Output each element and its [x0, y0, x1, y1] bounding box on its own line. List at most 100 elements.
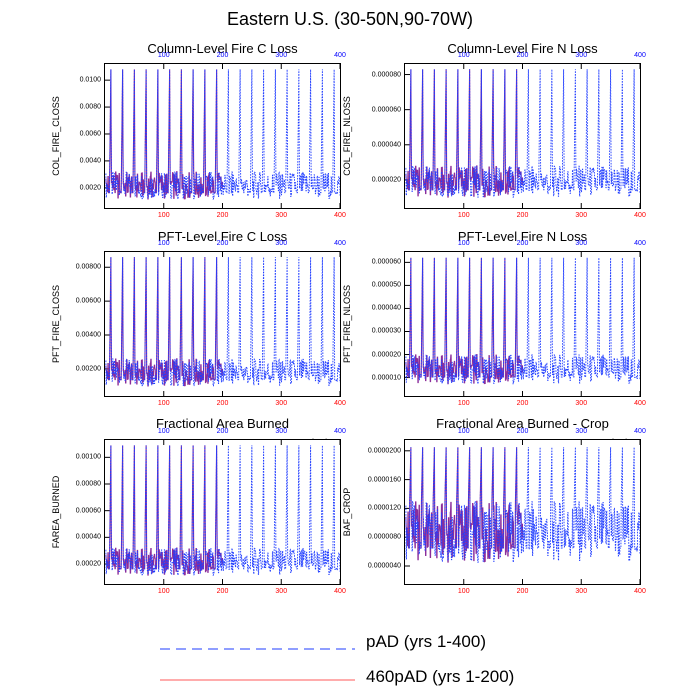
legend-label-460pad: 460pAD (yrs 1-200): [366, 667, 515, 686]
x-tick-label-top: 100: [457, 240, 470, 247]
y-tick-label: 0.0000200: [367, 447, 401, 455]
y-tick-label: 0.000080: [371, 71, 401, 79]
plot-area: [105, 64, 340, 208]
panel-title: PFT-Level Fire N Loss: [457, 229, 588, 244]
y-tick-label: 0.000040: [371, 141, 401, 149]
x-tick-label-bottom: 400: [334, 212, 346, 219]
series-pad-line: [405, 69, 640, 198]
x-tick-label-bottom: 300: [575, 212, 588, 219]
x-tick-label-top: 100: [457, 428, 470, 435]
panel-5: [104, 439, 341, 585]
y-axis-label: FAREA_BURNED: [51, 475, 61, 549]
y-axis-label: COL_FIRE_NLOSS: [342, 96, 352, 176]
x-tick-label-top: 300: [575, 240, 588, 247]
panel-title: PFT-Level Fire C Loss: [157, 229, 288, 244]
x-tick-label-bottom: 100: [157, 400, 170, 407]
y-tick-label: 0.000040: [371, 304, 401, 312]
y-tick-label: 0.00100: [75, 453, 101, 461]
plot-area: [405, 440, 640, 584]
panel-4: [404, 251, 641, 397]
x-tick-label-bottom: 100: [157, 588, 170, 595]
x-tick-label-top: 300: [275, 240, 288, 247]
x-tick-label-bottom: 400: [634, 212, 646, 219]
plot-area: [405, 64, 640, 208]
legend-item-460pad: 460pAD (yrs 1-200): [160, 667, 540, 691]
x-tick-label-bottom: 300: [275, 400, 288, 407]
figure-title: Eastern U.S. (30-50N,90-70W): [226, 9, 474, 29]
series-pad-line: [105, 69, 340, 200]
x-tick-label-top: 100: [457, 52, 470, 59]
y-tick-label: 0.00400: [75, 331, 101, 339]
x-tick-label-bottom: 400: [334, 588, 346, 595]
x-tick-label-bottom: 300: [275, 212, 288, 219]
y-tick-label: 0.0000040: [367, 562, 401, 570]
x-tick-label-top: 400: [334, 52, 346, 59]
y-tick-label: 0.00800: [75, 263, 101, 271]
x-tick-label-top: 400: [634, 428, 646, 435]
x-tick-label-top: 400: [634, 240, 646, 247]
y-tick-label: 0.000020: [371, 176, 401, 184]
x-tick-label-top: 100: [157, 428, 170, 435]
panel-2: [404, 63, 641, 209]
y-tick-label: 0.00040: [75, 533, 101, 541]
plot-area: [105, 252, 340, 396]
y-tick-label: 0.000010: [371, 374, 401, 382]
x-tick-label-top: 100: [157, 240, 170, 247]
x-tick-label-bottom: 200: [516, 588, 529, 595]
panel-title: Column-Level Fire N Loss: [447, 41, 598, 56]
x-tick-label-bottom: 400: [634, 400, 646, 407]
y-tick-label: 0.000050: [371, 281, 401, 289]
x-tick-label-top: 300: [275, 52, 288, 59]
y-tick-label: 0.0020: [79, 184, 101, 192]
x-tick-label-bottom: 200: [516, 400, 529, 407]
y-axis-label: PFT_FIRE_NLOSS: [342, 284, 352, 364]
y-tick-label: 0.0060: [79, 130, 101, 138]
legend-line-dashed: [160, 648, 355, 650]
panel-title: Column-Level Fire C Loss: [147, 41, 298, 56]
x-tick-label-top: 400: [334, 428, 346, 435]
x-tick-label-top: 300: [275, 428, 288, 435]
x-tick-label-top: 200: [216, 428, 229, 435]
x-tick-label-top: 200: [516, 240, 529, 247]
y-tick-label: 0.000060: [371, 106, 401, 114]
y-tick-label: 0.00080: [75, 480, 101, 488]
plot-area: [105, 440, 340, 584]
x-tick-label-top: 300: [575, 428, 588, 435]
legend-item-pad: pAD (yrs 1-400): [160, 632, 540, 656]
x-tick-label-bottom: 100: [457, 400, 470, 407]
x-tick-label-bottom: 300: [575, 400, 588, 407]
x-tick-label-bottom: 300: [275, 588, 288, 595]
y-axis-label: COL_FIRE_CLOSS: [51, 96, 61, 176]
y-tick-label: 0.0000160: [367, 476, 401, 484]
y-axis-label: BAF_CROP: [342, 487, 352, 537]
y-tick-label: 0.00020: [75, 560, 101, 568]
series-pad-line: [105, 445, 340, 576]
x-tick-label-top: 400: [334, 240, 346, 247]
panel-title: Fractional Area Burned - Crop: [436, 416, 609, 431]
x-tick-label-top: 300: [575, 52, 588, 59]
y-tick-label: 0.0100: [79, 76, 101, 84]
x-tick-label-bottom: 100: [457, 588, 470, 595]
y-tick-label: 0.000060: [371, 258, 401, 266]
y-tick-label: 0.00600: [75, 297, 101, 305]
x-tick-label-bottom: 300: [575, 588, 588, 595]
panel-title: Fractional Area Burned: [156, 416, 289, 431]
x-tick-label-bottom: 400: [334, 400, 346, 407]
panel-1: [104, 63, 341, 209]
y-tick-label: 0.00200: [75, 365, 101, 373]
x-tick-label-bottom: 200: [516, 212, 529, 219]
series-pad-line: [405, 257, 640, 385]
series-pad-line: [105, 257, 340, 387]
x-tick-label-top: 200: [216, 52, 229, 59]
y-tick-label: 0.0000120: [367, 504, 401, 512]
panel-6: [404, 439, 641, 585]
legend-line-solid: [160, 679, 355, 681]
y-tick-label: 0.0080: [79, 103, 101, 111]
x-tick-label-bottom: 200: [216, 212, 229, 219]
x-tick-label-bottom: 100: [457, 212, 470, 219]
y-axis-label: PFT_FIRE_CLOSS: [51, 284, 61, 364]
legend-label-pad: pAD (yrs 1-400): [366, 632, 486, 651]
x-tick-label-bottom: 400: [634, 588, 646, 595]
plot-area: [405, 252, 640, 396]
panel-3: [104, 251, 341, 397]
